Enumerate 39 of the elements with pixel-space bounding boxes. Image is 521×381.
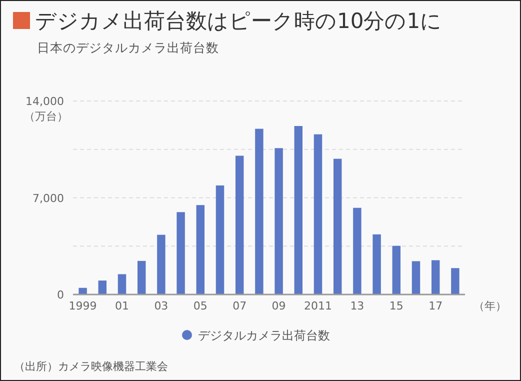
bar [274,148,283,294]
text: （出所）カメラ映像機器工業会 [14,360,168,373]
bar [235,156,244,294]
y-tick-label: 7,000 [32,192,64,205]
x-tick-label: 09 [272,300,286,312]
x-tick-label: 15 [389,300,404,312]
bar [412,261,420,294]
bar [118,274,126,294]
bar [431,260,440,294]
bar [451,268,460,294]
legend-label: デジタルカメラ出荷台数 [198,328,330,342]
x-tick-label: 07 [232,300,247,312]
bar [392,246,401,294]
bar [176,212,185,294]
y-tick-label: 14,000 [26,95,64,108]
y-tick-label: 0 [57,288,64,302]
bar [372,234,381,294]
x-tick-label: 1999 [68,300,97,312]
bar [333,158,342,294]
bar [137,260,146,294]
x-tick-label: 13 [350,300,364,312]
x-tick-label: 05 [193,300,208,312]
bar [255,128,264,294]
bar [98,280,107,294]
bar [78,288,87,294]
chart-title: デジカメ出荷台数はピーク時の10分の1に [35,9,442,33]
bar [196,205,205,294]
x-tick-label: 2011 [304,300,332,312]
bar [314,134,322,294]
x-tick-label: 17 [428,300,443,312]
bar [353,208,362,294]
y-axis-title: （万台） [24,110,68,123]
bar [157,234,166,294]
chart-subtitle: 日本のデジタルカメラ出荷台数 [37,40,219,55]
bar [216,185,224,294]
x-tick-label: 01 [115,300,129,312]
bar [294,126,303,294]
x-axis-title: （年） [474,300,506,312]
x-tick-label: 03 [154,300,168,312]
